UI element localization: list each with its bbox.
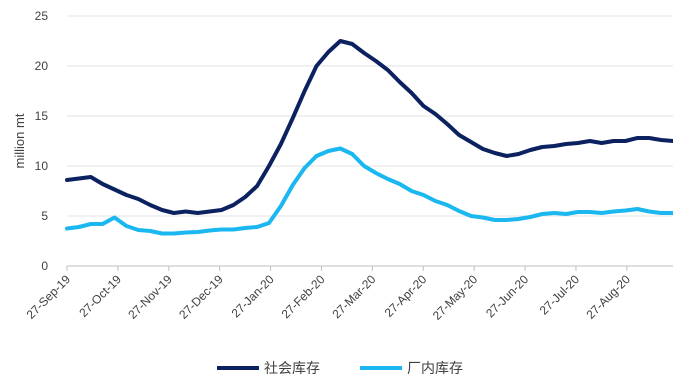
series-line-1 [65,39,673,215]
x-tick-label: 27-Jan-20 [229,272,277,320]
series-lines [65,39,673,236]
y-tick-label: 5 [41,209,48,223]
y-tick-label: 20 [35,59,49,73]
x-tick-label: 27-Jun-20 [483,272,531,320]
x-tick-label: 27-May-20 [430,272,481,323]
x-tick-label: 27-Aug-20 [583,272,633,322]
x-axis-ticks: 27-Sep-19 27-Oct-19 27-Nov-19 27-Dec-19 27-J… [24,266,633,323]
legend-label-series-2: 厂内库存 [407,361,463,377]
x-tick-label: 27-Nov-19 [125,272,175,322]
x-tick-label: 27-Sep-19 [24,272,74,322]
legend-label-series-1: 社会库存 [264,361,320,377]
y-tick-label: 10 [35,159,49,173]
x-tick-label: 27-Apr-20 [382,272,430,320]
y-tick-label: 0 [41,259,48,273]
x-tick-label: 27-Oct-19 [76,272,124,320]
x-tick-label: 27-Jul-20 [537,272,583,318]
y-axis-ticks: 0 5 10 15 20 25 [35,9,49,273]
y-tick-label: 25 [35,9,49,23]
x-tick-label: 27-Mar-20 [329,272,378,321]
series-line-2 [65,146,673,236]
y-axis-label: million mt [12,113,27,168]
y-tick-label: 15 [35,109,49,123]
gridlines [67,15,673,217]
x-tick-label: 27-Dec-19 [176,272,226,322]
x-tick-label: 27-Feb-20 [279,272,328,321]
legend: 社会库存 厂内库存 [217,361,463,377]
